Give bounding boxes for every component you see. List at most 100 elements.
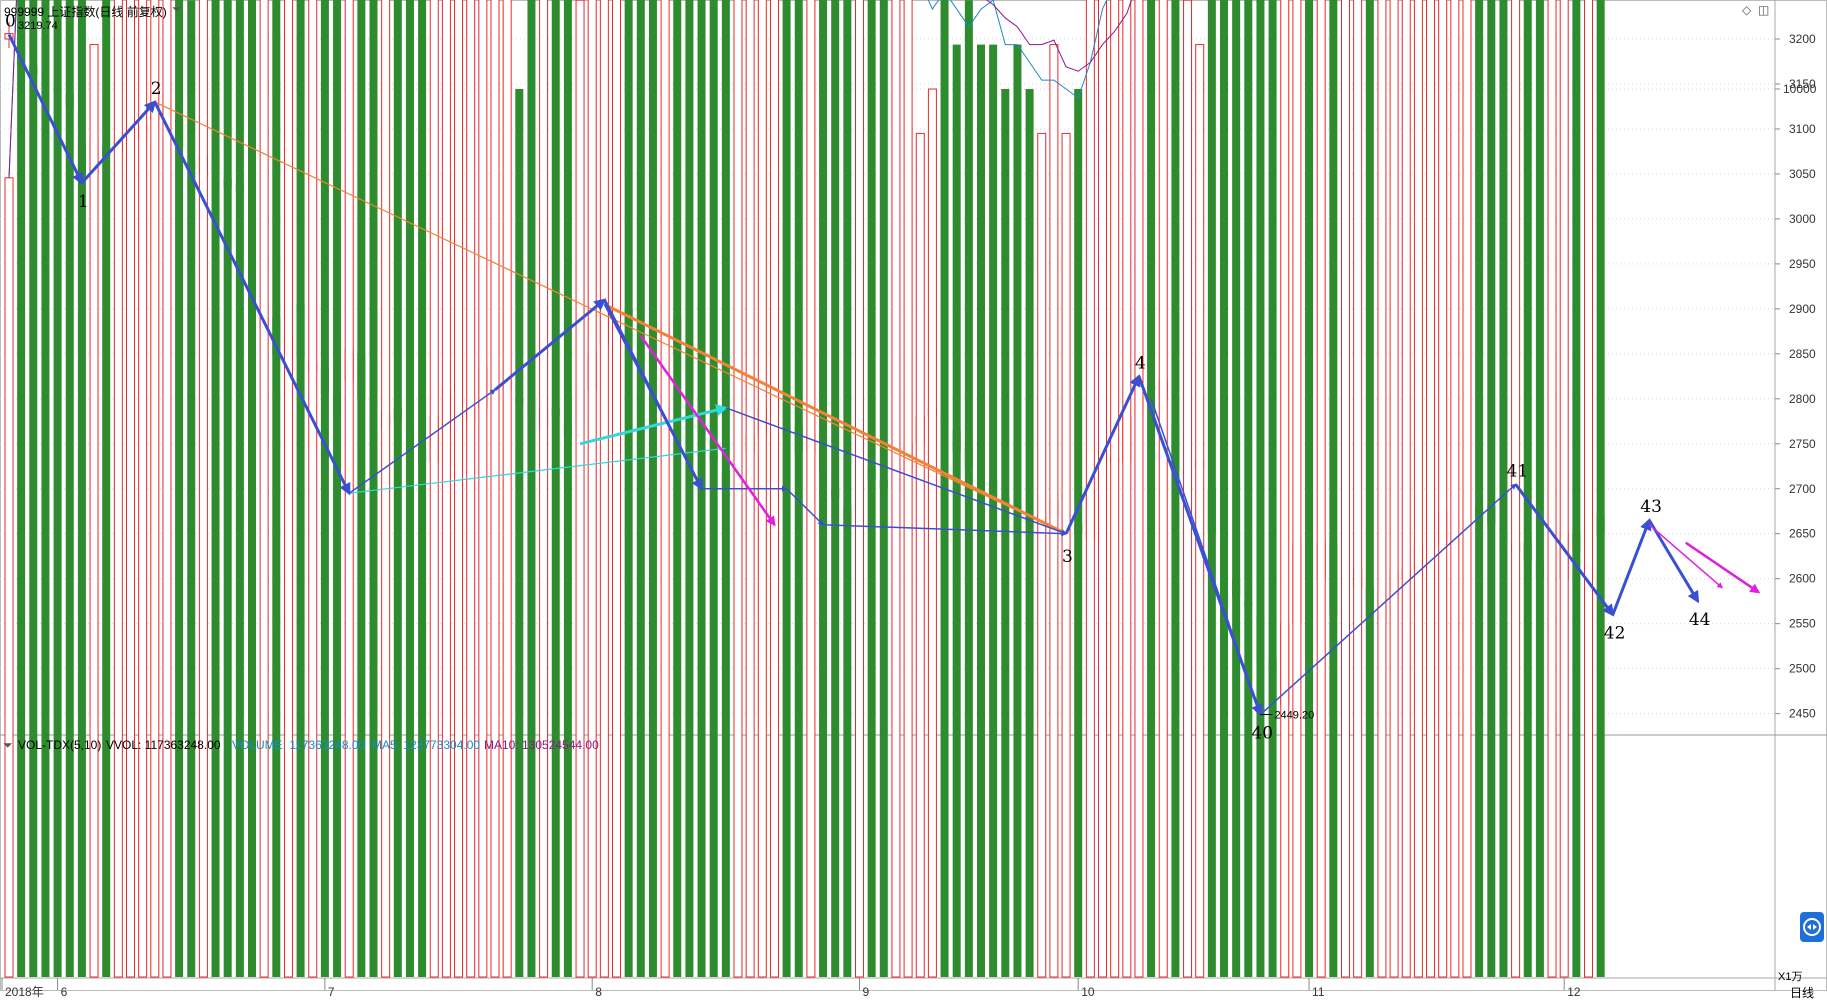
volume-bar xyxy=(259,0,269,978)
volume-bar xyxy=(1195,44,1205,978)
trend-line-cyan-thin xyxy=(349,447,726,494)
wave-label: 0 xyxy=(5,12,16,32)
wave-segment xyxy=(494,298,607,391)
volume-bar xyxy=(223,0,232,977)
volume-bar xyxy=(4,177,14,978)
volume-bar xyxy=(1572,0,1581,977)
volume-bar xyxy=(490,0,500,978)
diamond-icon[interactable]: ◇ xyxy=(1742,3,1752,17)
price-tick-label: 2550 xyxy=(1789,617,1816,631)
wave-label: 41 xyxy=(1507,461,1529,481)
volume-bar xyxy=(1426,0,1436,978)
volume-bar xyxy=(1074,89,1083,977)
period-label[interactable]: 日线 xyxy=(1790,986,1815,1000)
price-tick-label: 3150 xyxy=(1789,77,1816,91)
volume-bar xyxy=(502,0,512,978)
volume-bar xyxy=(162,0,172,978)
window-icon[interactable]: ◫ xyxy=(1758,3,1770,17)
price-tick-label: 3100 xyxy=(1789,122,1816,136)
price-tick-label: 2450 xyxy=(1789,707,1816,721)
wave-segment xyxy=(603,304,703,490)
volume-bar xyxy=(673,0,682,978)
volume-bar xyxy=(29,0,38,977)
volume-bar xyxy=(843,0,852,978)
volume-bar xyxy=(1487,0,1496,977)
volume-bar xyxy=(1596,0,1605,977)
volume-bar xyxy=(1353,0,1363,978)
volume-bar xyxy=(357,0,366,977)
vol-dropdown-icon[interactable]: ⏷ xyxy=(3,738,13,752)
volume-bar xyxy=(1499,0,1508,978)
volume-bar xyxy=(1401,0,1411,978)
volume-bar xyxy=(296,0,305,977)
volume-bar xyxy=(1268,0,1277,977)
volume-bar xyxy=(65,0,74,978)
vol-ma10: MA10: 130524544.00 xyxy=(484,738,599,752)
volume-bar xyxy=(150,0,160,978)
volume-bar xyxy=(1049,44,1059,978)
volume-bar xyxy=(102,0,111,977)
volume-bar xyxy=(1292,0,1302,978)
volume-bar xyxy=(660,0,670,978)
volume-bar xyxy=(648,0,657,978)
volume-bar xyxy=(819,0,828,978)
time-tick-label: 8 xyxy=(595,985,602,999)
price-tick-label: 2900 xyxy=(1789,302,1816,316)
price-tick-label: 2850 xyxy=(1789,347,1816,361)
time-tick-label: 9 xyxy=(863,985,870,999)
price-tick-label: 2800 xyxy=(1789,392,1816,406)
volume-bar xyxy=(1305,0,1314,977)
volume-bar xyxy=(429,0,439,978)
wave-segment-magenta xyxy=(1684,541,1761,594)
volume-bar xyxy=(1365,0,1374,977)
wave-segment xyxy=(1514,483,1615,617)
volume-bar xyxy=(320,0,329,978)
wave-segment xyxy=(823,523,1068,537)
vol-vvol: VVOL: 117363248.00 xyxy=(106,738,221,752)
volume-bar xyxy=(1171,0,1180,977)
volume-bar xyxy=(1475,0,1484,977)
price-tick-label: 2750 xyxy=(1789,437,1816,451)
volume-bar xyxy=(418,0,427,978)
wave-segment-magenta xyxy=(639,335,776,527)
volume-bar xyxy=(248,0,256,977)
volume-bar xyxy=(1061,132,1071,978)
volume-bar xyxy=(551,0,560,977)
volume-bar xyxy=(587,0,597,978)
remote-control-icon[interactable] xyxy=(1800,912,1824,942)
volume-bar xyxy=(1147,0,1156,977)
volume-bar xyxy=(1316,0,1326,978)
trend-line-orange-thin xyxy=(154,101,1067,535)
volume-bar xyxy=(1341,0,1350,978)
price-tick-label: 3200 xyxy=(1789,32,1816,46)
time-tick-label: 7 xyxy=(328,985,335,999)
volume-bar xyxy=(138,0,148,978)
volume-bar xyxy=(333,0,342,977)
wave-label: 42 xyxy=(1604,624,1626,644)
wave-segment xyxy=(7,33,84,186)
volume-bar xyxy=(989,44,998,978)
volume-bar xyxy=(393,0,402,977)
volume-bar xyxy=(806,0,816,978)
volume-bar xyxy=(964,0,973,977)
volume-bar xyxy=(1244,0,1253,977)
wave-label: 40 xyxy=(1251,724,1273,744)
vol-indicator-name: VOL-TDX(5,10) xyxy=(18,738,102,752)
volume-bar xyxy=(369,0,378,977)
chart-title: 999999 上证指数(日线 前复权) xyxy=(4,5,167,19)
volume-bar xyxy=(636,0,645,977)
volume-bar xyxy=(235,0,244,977)
vol-unit-label: X1万 xyxy=(1778,971,1803,983)
volume-bar xyxy=(1122,0,1132,978)
dropdown-icon[interactable]: ⏷ xyxy=(172,2,182,16)
volume-bar xyxy=(1085,0,1095,978)
wave-label: 43 xyxy=(1640,497,1662,517)
volume-bar xyxy=(599,0,609,978)
volume-bar xyxy=(1037,132,1047,978)
volume-bar xyxy=(1559,0,1569,978)
volume-bar xyxy=(1547,0,1557,978)
volume-bar xyxy=(1413,0,1423,978)
price-tick-label: 2650 xyxy=(1789,527,1816,541)
volume-bar xyxy=(891,0,901,978)
